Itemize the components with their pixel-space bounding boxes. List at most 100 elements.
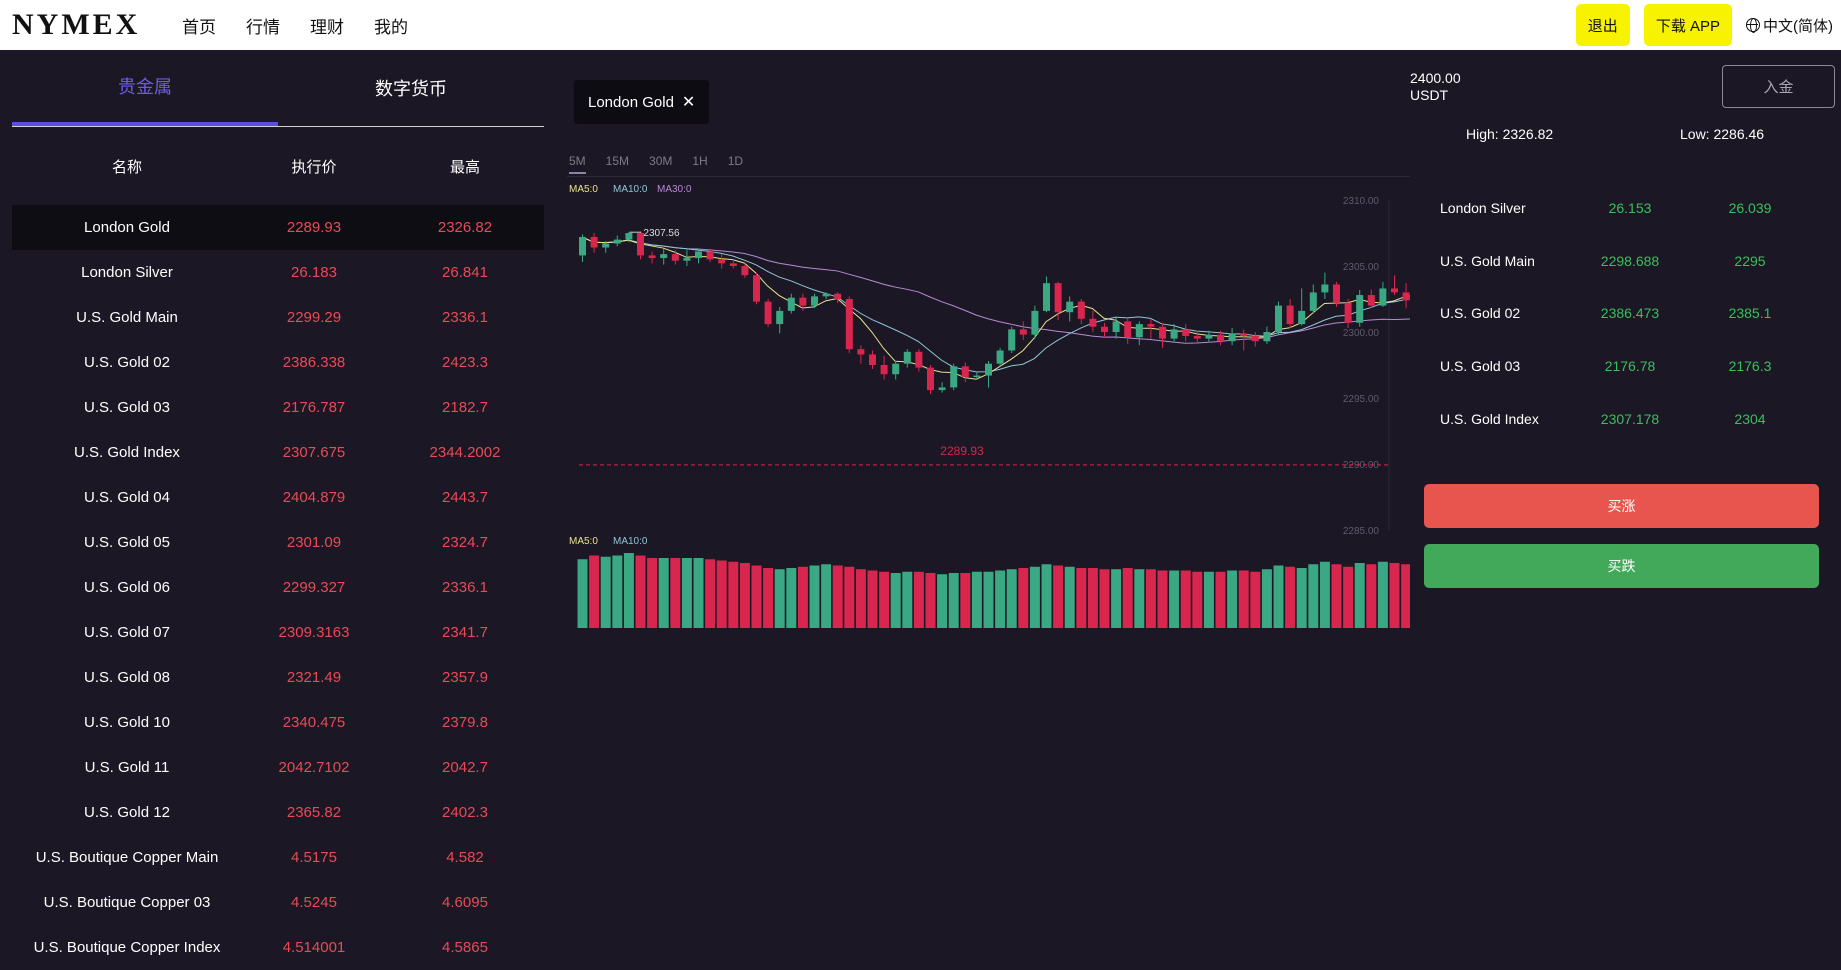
volume-bar[interactable] [763, 568, 774, 628]
candle[interactable] [683, 258, 691, 261]
volume-bar[interactable] [635, 555, 646, 629]
period-30m[interactable]: 30M [649, 154, 673, 168]
volume-bar[interactable] [1343, 566, 1354, 628]
period-1d[interactable]: 1D [727, 154, 744, 168]
volume-bar[interactable] [1122, 568, 1133, 628]
volume-bar[interactable] [913, 571, 924, 628]
volume-bar[interactable] [995, 570, 1006, 629]
volume-bar[interactable] [1227, 570, 1238, 629]
volume-bar[interactable] [623, 553, 634, 628]
volume-bar[interactable] [647, 558, 658, 628]
volume-bar[interactable] [1087, 568, 1098, 628]
volume-bar[interactable] [1029, 566, 1040, 628]
candle[interactable] [1217, 334, 1224, 342]
candle[interactable] [961, 366, 969, 377]
volume-bar[interactable] [1018, 568, 1029, 628]
volume-bar[interactable] [925, 573, 936, 628]
table-row[interactable]: U.S. Gold 11 2042.7102 2042.7 [12, 745, 544, 790]
volume-bar[interactable] [1308, 564, 1319, 628]
candle[interactable] [776, 310, 784, 325]
table-row[interactable]: U.S. Gold 08 2321.49 2357.9 [12, 655, 544, 700]
volume-bar[interactable] [1169, 570, 1180, 629]
volume-bar[interactable] [1053, 565, 1064, 629]
table-row[interactable]: U.S. Gold 05 2301.09 2324.7 [12, 520, 544, 565]
language-selector[interactable]: 中文(简体) [1746, 15, 1833, 36]
table-row[interactable]: U.S. Gold 06 2299.327 2336.1 [12, 565, 544, 610]
candle[interactable] [1240, 333, 1248, 336]
candle[interactable] [822, 293, 830, 297]
volume-bar[interactable] [751, 565, 762, 629]
candle[interactable] [1205, 334, 1213, 339]
candle[interactable] [1356, 295, 1364, 323]
table-row[interactable]: U.S. Gold Main 2299.29 2336.1 [12, 295, 544, 340]
volume-bar[interactable] [1273, 565, 1284, 629]
candle[interactable] [869, 354, 876, 365]
table-row[interactable]: U.S. Gold 07 2309.3163 2341.7 [12, 610, 544, 655]
candle[interactable] [625, 233, 633, 240]
period-15m[interactable]: 15M [605, 154, 630, 168]
quote-row[interactable]: U.S. Gold 02 2386.473 2385.1 [1410, 303, 1835, 323]
volume-bar[interactable] [681, 558, 692, 628]
candle[interactable] [729, 263, 737, 266]
candle[interactable] [1101, 326, 1108, 332]
nav-home[interactable]: 首页 [182, 17, 216, 37]
candle[interactable] [1135, 324, 1143, 338]
candle[interactable] [1321, 284, 1329, 293]
buy-down-button[interactable]: 买跌 [1424, 544, 1819, 588]
candle[interactable] [880, 365, 888, 375]
candle[interactable] [1159, 326, 1166, 339]
candle[interactable] [1286, 305, 1294, 325]
candle[interactable] [1043, 283, 1050, 311]
candle[interactable] [764, 301, 772, 325]
volume-bar[interactable] [937, 574, 948, 628]
candle[interactable] [1147, 324, 1155, 327]
volume-bar[interactable] [658, 558, 669, 628]
volume-bar[interactable] [867, 570, 878, 629]
quote-row[interactable]: U.S. Gold 03 2176.78 2176.3 [1410, 356, 1835, 376]
volume-bar[interactable] [670, 558, 681, 628]
volume-bar[interactable] [1064, 566, 1075, 628]
volume-bar[interactable] [1238, 570, 1249, 629]
volume-bar[interactable] [971, 571, 982, 628]
table-row[interactable]: U.S. Gold Index 2307.675 2344.2002 [12, 430, 544, 475]
volume-bar[interactable] [1331, 564, 1342, 628]
volume-bar[interactable] [832, 565, 843, 629]
candle[interactable] [950, 366, 958, 388]
candle[interactable] [1112, 321, 1120, 332]
volume-bar[interactable] [879, 571, 890, 628]
volume-bar[interactable] [1215, 571, 1226, 628]
volume-bar[interactable] [797, 566, 808, 628]
nav-finance[interactable]: 理财 [310, 17, 344, 37]
candle[interactable] [1367, 295, 1375, 306]
candle[interactable] [1054, 283, 1062, 313]
volume-bar[interactable] [728, 561, 739, 628]
volume-bar[interactable] [1296, 568, 1307, 628]
tab-precious-metals[interactable]: 贵金属 [12, 50, 278, 126]
candle[interactable] [1263, 332, 1271, 342]
volume-bar[interactable] [1261, 569, 1272, 628]
volume-bar[interactable] [600, 556, 611, 628]
table-row[interactable]: U.S. Boutique Copper Index 4.514001 4.5865 [12, 925, 544, 970]
candle[interactable] [857, 349, 865, 355]
table-row[interactable]: U.S. Boutique Copper Main 4.5175 4.582 [12, 835, 544, 880]
candle[interactable] [1379, 288, 1387, 306]
volume-bar[interactable] [1285, 566, 1296, 628]
volume-bar[interactable] [1041, 564, 1052, 628]
candle[interactable] [985, 363, 992, 376]
candle[interactable] [1391, 288, 1398, 293]
candle[interactable] [892, 363, 900, 375]
candle[interactable] [1309, 292, 1317, 311]
volume-bar[interactable] [1389, 563, 1400, 628]
volume-bar[interactable] [809, 565, 820, 629]
volume-bar[interactable] [890, 573, 901, 628]
candle[interactable] [1344, 302, 1352, 323]
volume-bar[interactable] [1006, 569, 1017, 628]
candlestick-chart[interactable]: MA5:0 MA10:0 MA30:0 2310.00 2305.00 2300.00 22… [567, 50, 1410, 670]
candle[interactable] [1275, 305, 1282, 332]
volume-bar[interactable] [844, 566, 855, 628]
candle[interactable] [1251, 335, 1259, 342]
candle[interactable] [1228, 333, 1236, 342]
candle[interactable] [1066, 301, 1074, 313]
volume-bar[interactable] [1250, 571, 1261, 628]
table-row[interactable]: U.S. Gold 04 2404.879 2443.7 [12, 475, 544, 520]
